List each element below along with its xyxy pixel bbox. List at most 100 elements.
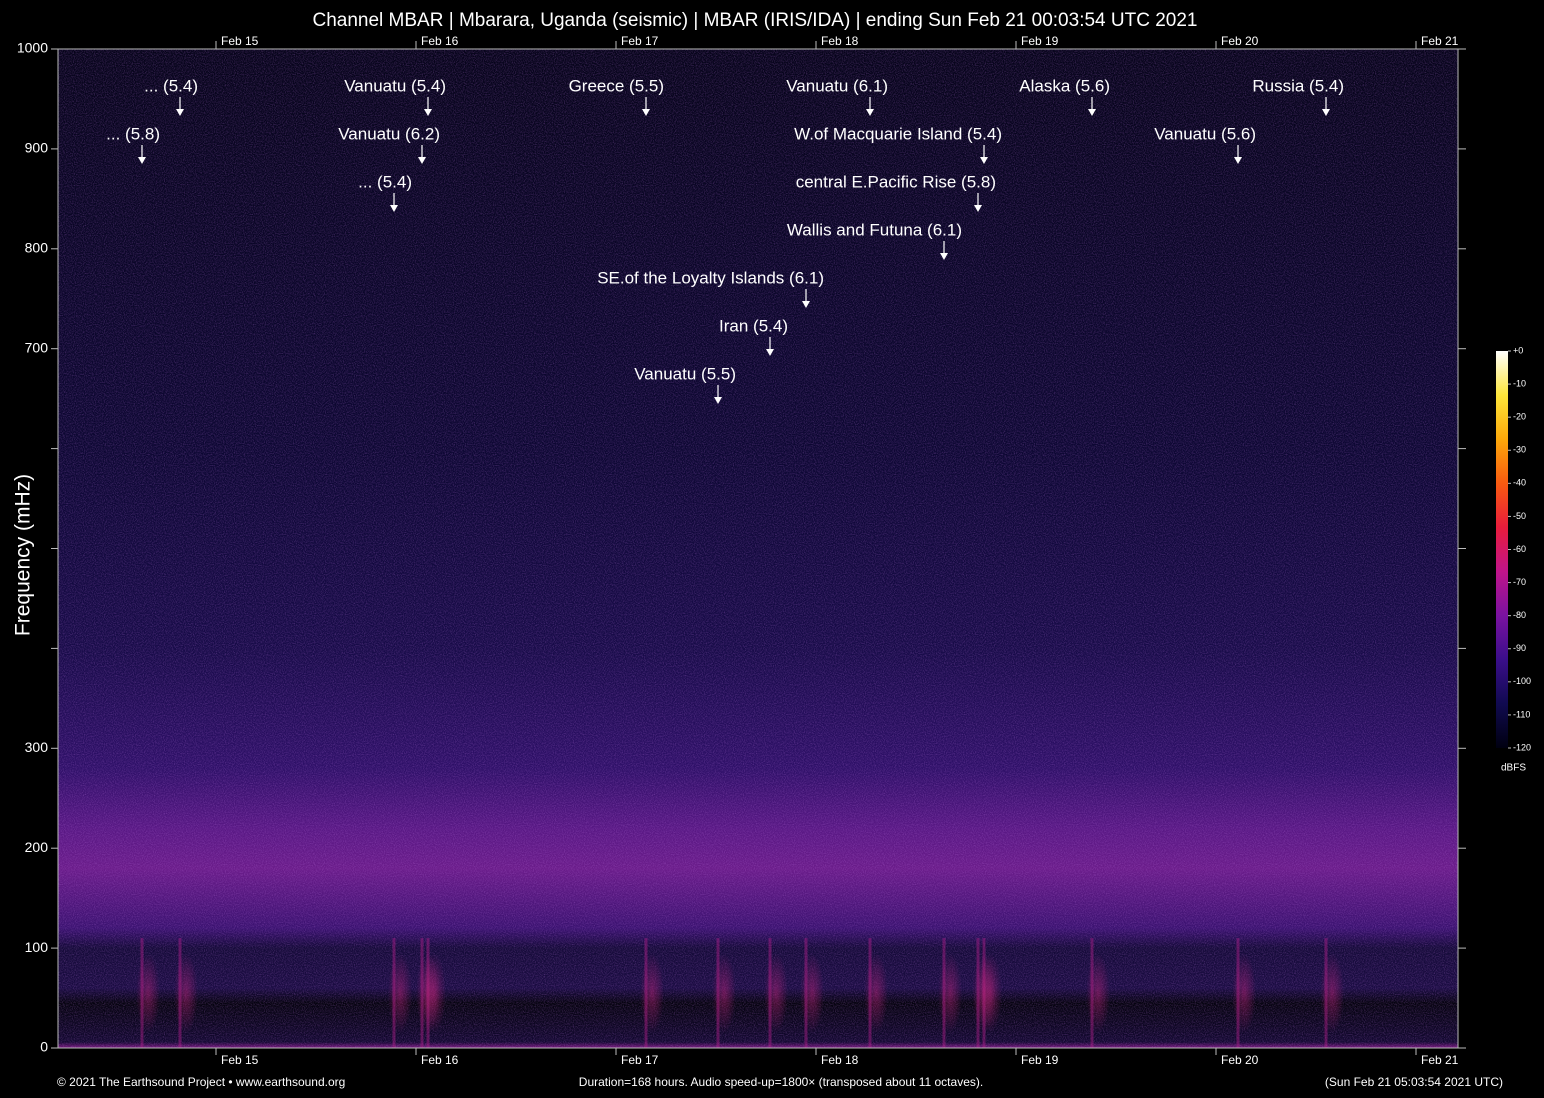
event-blob	[416, 953, 440, 1034]
event-annotation: ... (5.8)	[106, 124, 160, 164]
colorbar-tick-label: -100	[1513, 676, 1531, 686]
event-annotation: SE.of the Loyalty Islands (6.1)	[597, 268, 824, 308]
x-tick-label: Feb 17	[621, 1053, 659, 1067]
event-label: Russia (5.4)	[1252, 76, 1344, 95]
x-tick-label-top: Feb 17	[621, 34, 659, 48]
y-tick-label: 300	[25, 739, 49, 755]
event-annotation: Russia (5.4)	[1252, 76, 1344, 116]
colorbar-tick-label: -20	[1513, 412, 1526, 422]
event-arrow-head	[766, 349, 774, 356]
colorbar-tick-label: -70	[1513, 577, 1526, 587]
event-label: W.of Macquarie Island (5.4)	[794, 124, 1002, 143]
event-annotation: Alaska (5.6)	[1019, 76, 1110, 116]
y-tick-label: 800	[25, 240, 49, 256]
colorbar-tick-label: -10	[1513, 378, 1526, 388]
event-label: Wallis and Futuna (6.1)	[787, 220, 962, 239]
event-arrow-head	[390, 205, 398, 212]
event-annotation: Vanuatu (6.1)	[786, 76, 888, 116]
event-annotation: Vanuatu (5.4)	[344, 76, 446, 116]
footer-right: (Sun Feb 21 05:03:54 2021 UTC)	[1325, 1075, 1503, 1089]
colorbar-tick-label: -90	[1513, 643, 1526, 653]
event-blob	[972, 953, 996, 1034]
event-blob	[800, 953, 824, 1034]
event-arrow-head	[980, 157, 988, 164]
event-annotation: central E.Pacific Rise (5.8)	[796, 172, 996, 212]
event-annotation: Vanuatu (6.2)	[338, 124, 440, 164]
colorbar-label: dBFS	[1501, 763, 1526, 774]
event-label: Vanuatu (5.5)	[634, 364, 736, 383]
colorbar-tick-label: -30	[1513, 445, 1526, 455]
x-tick-label-top: Feb 21	[1421, 34, 1459, 48]
colorbar-tick-label: +0	[1513, 345, 1523, 355]
spectrogram-noise	[58, 49, 1458, 1048]
colorbar	[1496, 351, 1508, 748]
y-tick-label: 200	[25, 839, 49, 855]
event-annotation: ... (5.4)	[358, 172, 412, 212]
y-tick-label: 0	[40, 1039, 48, 1055]
event-blob	[938, 953, 962, 1034]
y-tick-label: 1000	[17, 40, 48, 56]
event-label: Alaska (5.6)	[1019, 76, 1110, 95]
event-arrow-head	[418, 157, 426, 164]
chart-title: Channel MBAR | Mbarara, Uganda (seismic)…	[313, 10, 1198, 31]
event-annotation: Vanuatu (5.6)	[1154, 124, 1256, 164]
event-streaks	[136, 938, 1344, 1048]
event-label: ... (5.8)	[106, 124, 160, 143]
event-blob	[1320, 953, 1344, 1034]
x-tick-label: Feb 20	[1221, 1053, 1259, 1067]
y-tick-label: 100	[25, 939, 49, 955]
event-arrow-head	[424, 109, 432, 116]
x-tick-label-top: Feb 20	[1221, 34, 1259, 48]
event-label: ... (5.4)	[144, 76, 198, 95]
event-label: Vanuatu (6.2)	[338, 124, 440, 143]
x-tick-label-top: Feb 19	[1021, 34, 1059, 48]
event-arrow-head	[1322, 109, 1330, 116]
event-arrow-head	[714, 397, 722, 404]
event-arrow-head	[1088, 109, 1096, 116]
event-blob	[1232, 953, 1256, 1034]
y-tick-label: 700	[25, 339, 49, 355]
event-annotation: Wallis and Futuna (6.1)	[787, 220, 962, 260]
colorbar-tick-label: -110	[1513, 709, 1530, 719]
event-arrow-head	[802, 301, 810, 308]
colorbar-tick-label: -60	[1513, 544, 1526, 554]
event-blob	[640, 953, 664, 1034]
x-tick-label-top: Feb 16	[421, 34, 459, 48]
event-annotation: Vanuatu (5.5)	[634, 364, 736, 404]
colorbar-tick-label: -120	[1513, 742, 1531, 752]
event-label: Vanuatu (6.1)	[786, 76, 888, 95]
event-annotation: Iran (5.4)	[719, 316, 788, 356]
footer-center: Duration=168 hours. Audio speed-up=1800×…	[579, 1075, 983, 1089]
event-arrow-head	[974, 205, 982, 212]
event-blob	[712, 953, 736, 1034]
event-label: Iran (5.4)	[719, 316, 788, 335]
event-label: ... (5.4)	[358, 172, 412, 191]
footer-left: © 2021 The Earthsound Project • www.eart…	[57, 1075, 345, 1089]
event-label: Greece (5.5)	[569, 76, 664, 95]
event-arrow-head	[642, 109, 650, 116]
colorbar-tick-label: -40	[1513, 478, 1526, 488]
colorbar-tick-label: -80	[1513, 610, 1526, 620]
event-label: central E.Pacific Rise (5.8)	[796, 172, 996, 191]
x-tick-label: Feb 15	[221, 1053, 259, 1067]
event-arrow-head	[866, 109, 874, 116]
x-tick-label: Feb 18	[821, 1053, 859, 1067]
x-tick-label: Feb 21	[1421, 1053, 1459, 1067]
event-arrow-head	[138, 157, 146, 164]
event-label: SE.of the Loyalty Islands (6.1)	[597, 268, 824, 287]
event-blob	[174, 953, 198, 1034]
y-axis-label: Frequency (mHz)	[12, 474, 35, 636]
event-arrow-head	[1234, 157, 1242, 164]
event-blob	[764, 953, 788, 1034]
event-label: Vanuatu (5.4)	[344, 76, 446, 95]
event-arrow-head	[176, 109, 184, 116]
x-tick-label-top: Feb 15	[221, 34, 259, 48]
event-blob	[864, 953, 888, 1034]
y-tick-label: 900	[25, 140, 49, 156]
x-tick-label: Feb 16	[421, 1053, 459, 1067]
event-annotation: W.of Macquarie Island (5.4)	[794, 124, 1002, 164]
event-blob	[388, 953, 412, 1034]
event-annotation: Greece (5.5)	[569, 76, 664, 116]
event-blob	[1086, 953, 1110, 1034]
